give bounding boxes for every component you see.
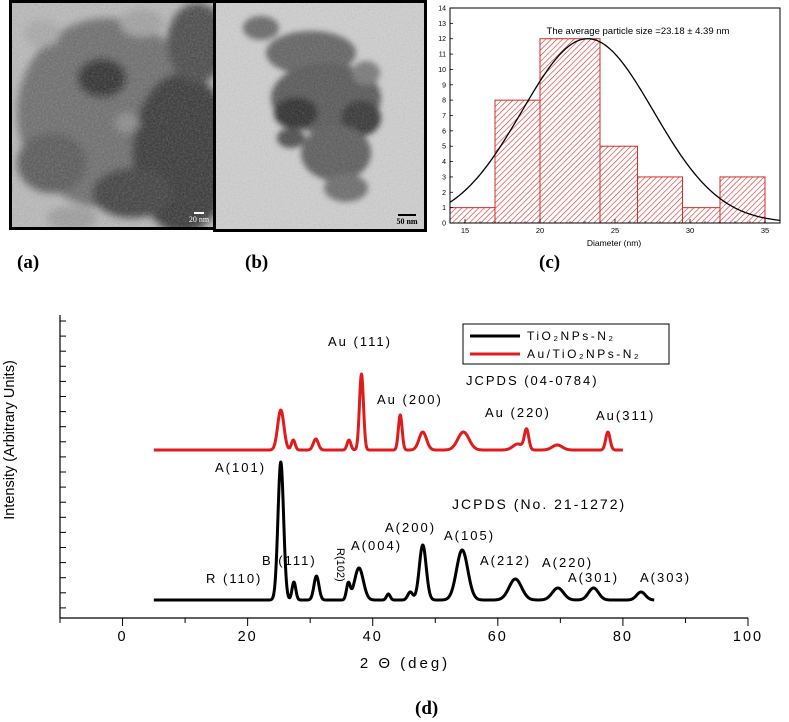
label-a-200: A(200): [385, 520, 436, 535]
tem-image-a: 20 nm: [9, 0, 217, 230]
legend-box: [462, 323, 670, 365]
panel-label-b: (b): [245, 252, 269, 273]
histogram-bar-0: [449, 207, 496, 224]
histogram-x-tick-label: 35: [761, 226, 769, 235]
label-a-220: A(220): [542, 555, 593, 570]
legend-label-au-tio2: Au/TiO₂NPs-N₂: [527, 347, 641, 361]
xrd-x-tick-label: 80: [613, 629, 633, 645]
label-a-101: A(101): [215, 460, 266, 475]
histogram-bar-5: [682, 207, 721, 224]
label-au-311: Au(311): [596, 408, 655, 423]
xrd-y-axis-label: Intensity (Arbitrary Units): [2, 360, 18, 520]
histogram-y-tick-label: 7: [442, 113, 446, 120]
label-b-111: B (111): [262, 553, 317, 568]
histogram-y-tick-label: 2: [442, 190, 446, 197]
histogram-y-tick-label: 12: [438, 36, 446, 43]
label-a-212: A(212): [480, 553, 531, 568]
histogram-y-tick-label: 9: [442, 82, 446, 89]
label-r-110: R (110): [206, 571, 262, 586]
label-a-004: A(004): [351, 538, 402, 553]
label-au-111: Au (111): [328, 334, 392, 349]
histogram-y-tick-label: 10: [438, 67, 446, 74]
xrd-series-tio2: [152, 460, 656, 602]
legend-label-tio2: TiO₂NPs-N₂: [527, 329, 616, 343]
label-au-200: Au (200): [377, 392, 443, 407]
label-jcpds-tio2: JCPDS (No. 21-1272): [452, 496, 626, 512]
label-r-102: R(102): [334, 548, 346, 582]
label-a-105: A(105): [444, 528, 495, 543]
label-jcpds-au: JCPDS (04-0784): [466, 373, 599, 388]
histogram-x-axis-label: Diameter (nm): [587, 238, 641, 248]
label-a-301: A(301): [568, 570, 619, 585]
histogram-y-tick-label: 1: [442, 205, 446, 212]
histogram-bar-3: [599, 145, 638, 224]
xrd-x-tick-label: 100: [733, 629, 763, 645]
label-a-303: A(303): [640, 570, 691, 585]
panel-label-d: (d): [415, 698, 439, 719]
tem-micrograph-b: [216, 3, 424, 229]
xrd-x-axis-label: 2 Θ (deg): [360, 655, 450, 672]
histogram-y-tick-label: 3: [442, 174, 446, 181]
gaussian-fit-curve: [449, 38, 781, 222]
histogram-y-tick-label: 6: [442, 128, 446, 135]
xrd-x-tick-label: 20: [238, 629, 258, 645]
scale-label-a: 20 nm: [188, 215, 210, 224]
histogram-y-tick-label: 4: [442, 159, 446, 166]
panel-label-c: (c): [539, 252, 561, 273]
histogram-x-tick-label: 25: [611, 226, 619, 235]
xrd-legend: TiO₂NPs-N₂ Au/TiO₂NPs-N₂: [462, 323, 670, 365]
histogram-y-tick-label: 14: [438, 6, 446, 13]
xrd-x-tick-label: 40: [363, 629, 383, 645]
histogram-x-tick-label: 20: [536, 226, 544, 235]
label-au-220: Au (220): [485, 405, 551, 420]
histogram-y-tick-label: 8: [442, 98, 446, 105]
scale-bar-b: 50 nm: [394, 214, 420, 226]
scale-bar-a: 20 nm: [187, 212, 211, 224]
xrd-x-tick-label: 60: [488, 629, 508, 645]
histogram-title: The average particle size =23.18 ± 4.39 …: [547, 26, 730, 37]
histogram-y-tick-label: 11: [439, 52, 446, 59]
histogram-x-tick-label: 15: [461, 226, 469, 235]
histogram-bar-4: [637, 176, 683, 224]
histogram-x-tick-label: 30: [686, 226, 694, 235]
xrd-x-tick-label: 0: [118, 629, 128, 645]
histogram-y-tick-label: 5: [442, 144, 446, 151]
histogram-bar-2: [539, 38, 601, 224]
tem-image-b: 50 nm: [213, 0, 427, 232]
histogram-y-tick-label: 13: [438, 21, 446, 28]
scale-label-b: 50 nm: [396, 217, 418, 226]
panel-label-a: (a): [17, 252, 40, 273]
histogram-bar-6: [719, 176, 766, 224]
histogram-y-tick-label: 0: [442, 221, 446, 228]
xrd-chart: 0 20 40 60 80 100 Intensity (Arbitrary Units)…: [2, 315, 763, 672]
tem-micrograph-a: [12, 3, 214, 227]
xrd-series-au-tio2: [152, 372, 625, 452]
